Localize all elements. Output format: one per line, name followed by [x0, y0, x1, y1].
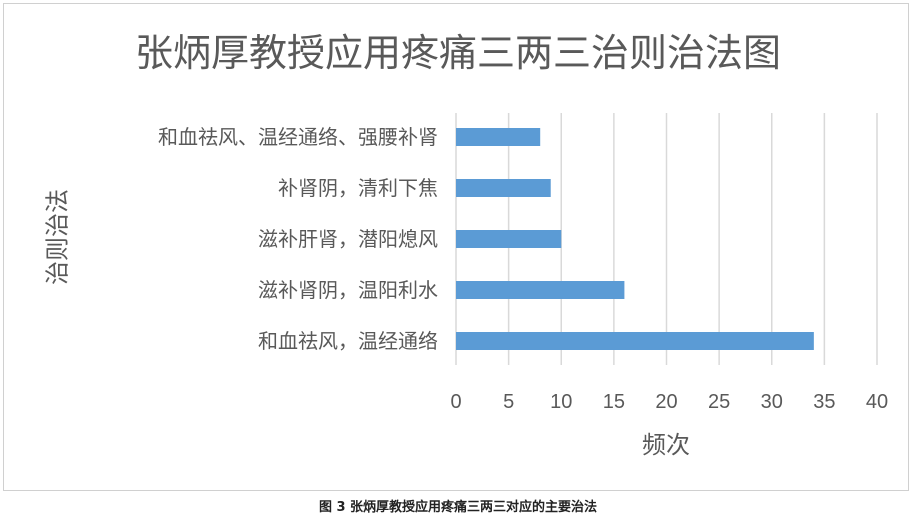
category-label: 滋补肾阴，温阳利水 [258, 278, 438, 302]
category-label: 补肾阴，清利下焦 [278, 176, 438, 200]
bar [456, 332, 814, 350]
x-tick-label: 10 [550, 391, 572, 413]
x-tick-label: 20 [655, 391, 677, 413]
category-label: 和血祛风，温经通络 [258, 329, 438, 353]
x-tick-label: 25 [708, 391, 730, 413]
bar [456, 281, 625, 299]
x-tick-label: 5 [503, 391, 514, 413]
x-tick-label: 40 [866, 391, 888, 413]
bar [456, 179, 551, 197]
x-axis-label: 频次 [642, 431, 690, 459]
bar [456, 230, 562, 248]
x-tick-label: 15 [603, 391, 625, 413]
chart-title: 张炳厚教授应用疼痛三两三治则治法图 [134, 31, 781, 75]
bar [456, 128, 541, 146]
chart-frame [3, 3, 909, 491]
category-label: 和血祛风、温经通络、强腰补肾 [158, 125, 438, 149]
figure-caption: 图 3 张炳厚教授应用疼痛三两三对应的主要治法 [318, 500, 598, 515]
x-tick-label: 35 [813, 391, 835, 413]
x-tick-label: 0 [450, 391, 461, 413]
category-label: 滋补肝肾，潜阳熄风 [258, 227, 438, 251]
x-tick-label: 30 [761, 391, 783, 413]
